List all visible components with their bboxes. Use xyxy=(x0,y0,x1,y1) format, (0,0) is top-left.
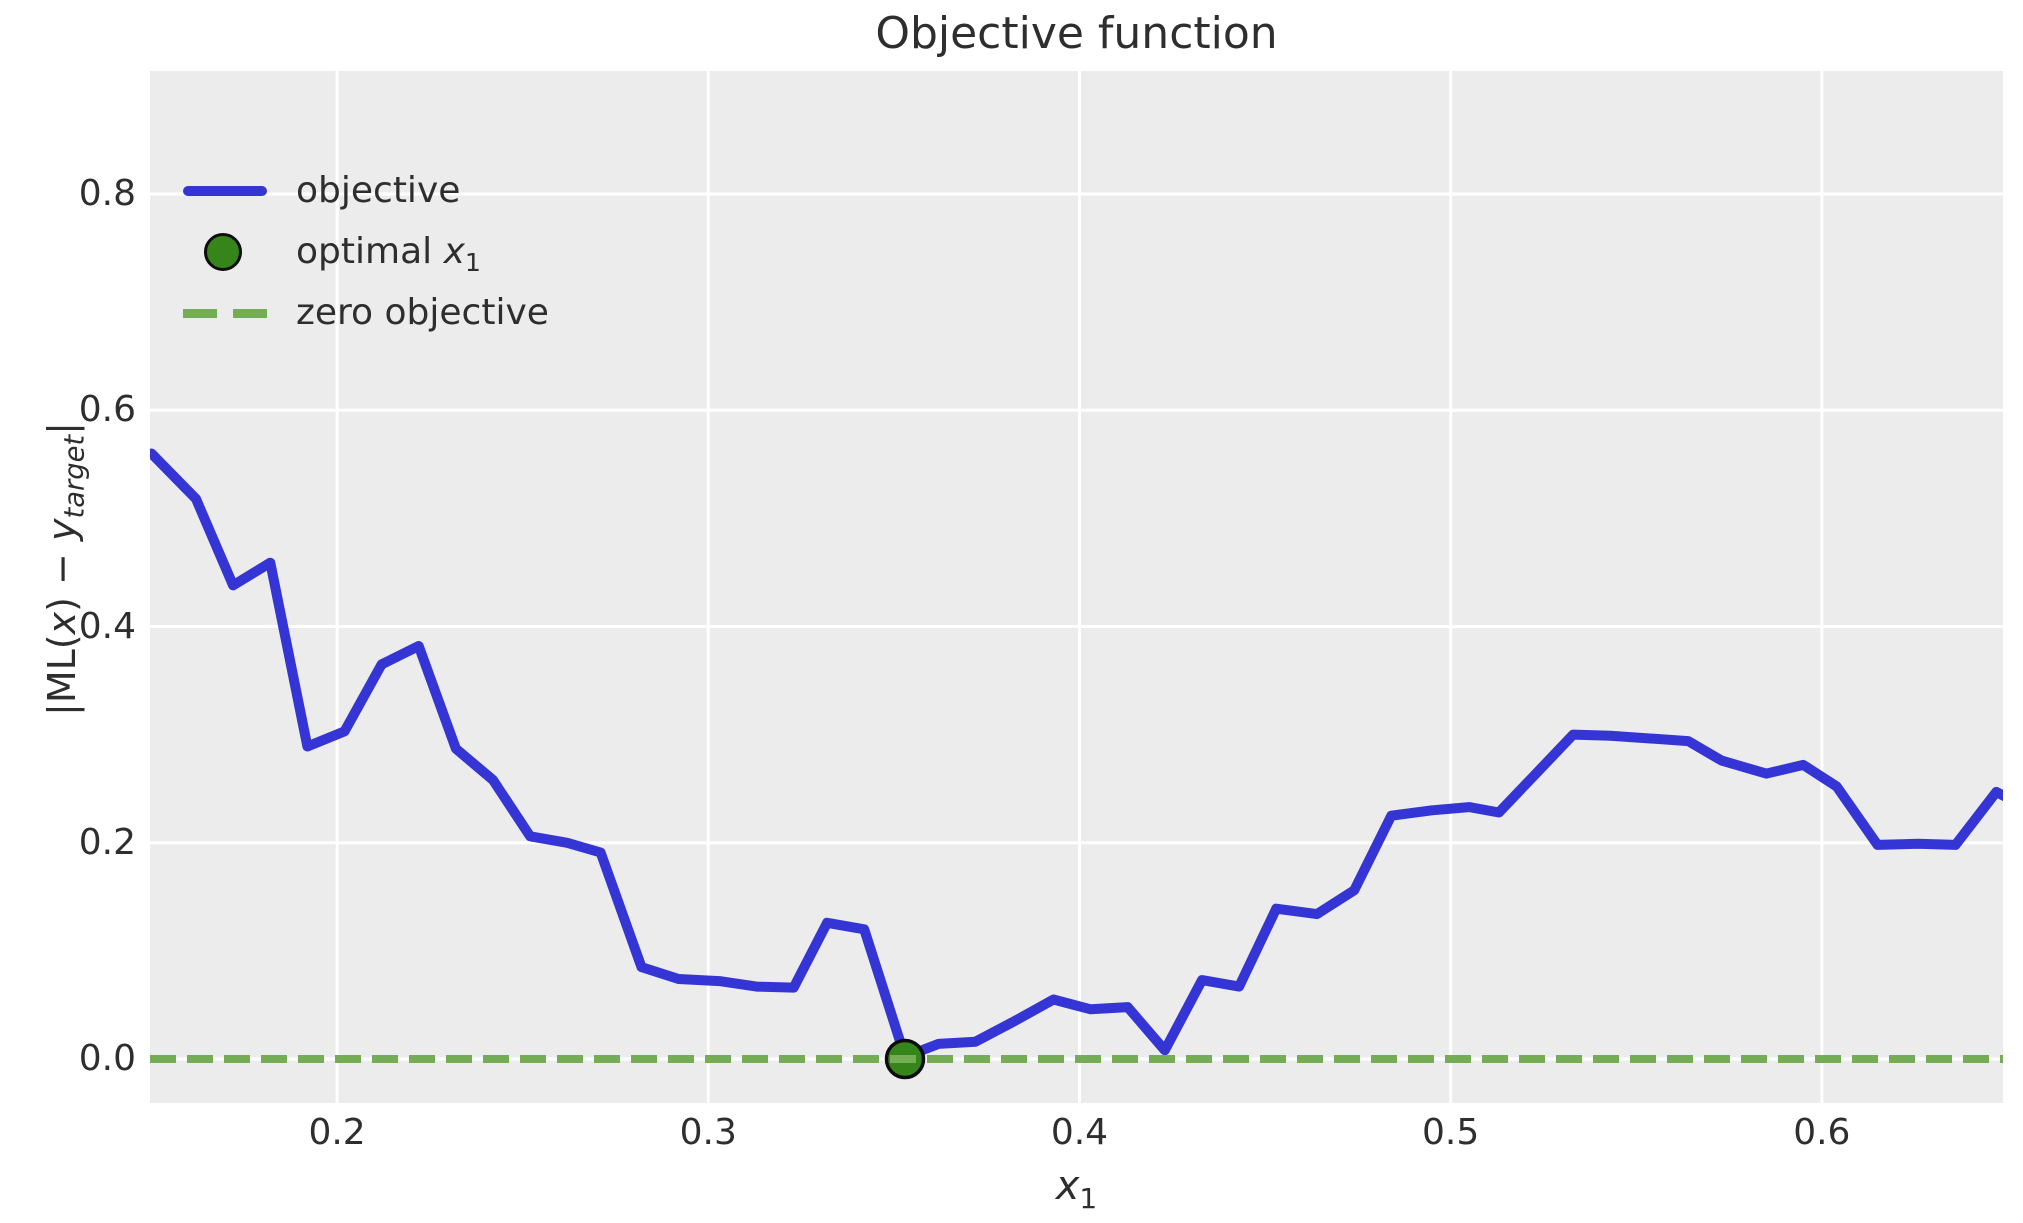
x-tick-label: 0.5 xyxy=(1422,1112,1480,1153)
x-tick-label: 0.2 xyxy=(308,1112,366,1153)
legend-dash-swatch xyxy=(183,309,267,318)
objective-line xyxy=(150,448,2003,1062)
x-tick-label: 0.6 xyxy=(1793,1112,1851,1153)
y-tick-label: 0.4 xyxy=(78,605,136,647)
x-tick-label: 0.3 xyxy=(679,1112,737,1153)
x-tick-label: 0.4 xyxy=(1050,1112,1109,1153)
y-tick-label: 0.2 xyxy=(78,821,136,863)
x-axis-label-sub: 1 xyxy=(1079,1182,1098,1215)
plot-area xyxy=(150,71,2003,1103)
x-axis-label-var: x xyxy=(1055,1163,1080,1209)
x-axis-label: x1 xyxy=(150,1163,2003,1215)
legend-label: objective xyxy=(296,170,461,211)
y-tick-label: 0.0 xyxy=(78,1037,136,1079)
y-axis-label: |ML(x) − ytarget| xyxy=(40,422,91,716)
legend-label: optimal x1 xyxy=(296,231,481,278)
axes-background xyxy=(150,71,2003,1103)
chart-title: Objective function xyxy=(875,8,1278,59)
legend-label: zero objective xyxy=(296,292,549,333)
y-tick-label: 0.8 xyxy=(78,173,136,215)
legend-circle-swatch xyxy=(204,233,242,271)
legend-line-swatch xyxy=(183,186,267,196)
y-tick-label: 0.6 xyxy=(78,389,136,431)
